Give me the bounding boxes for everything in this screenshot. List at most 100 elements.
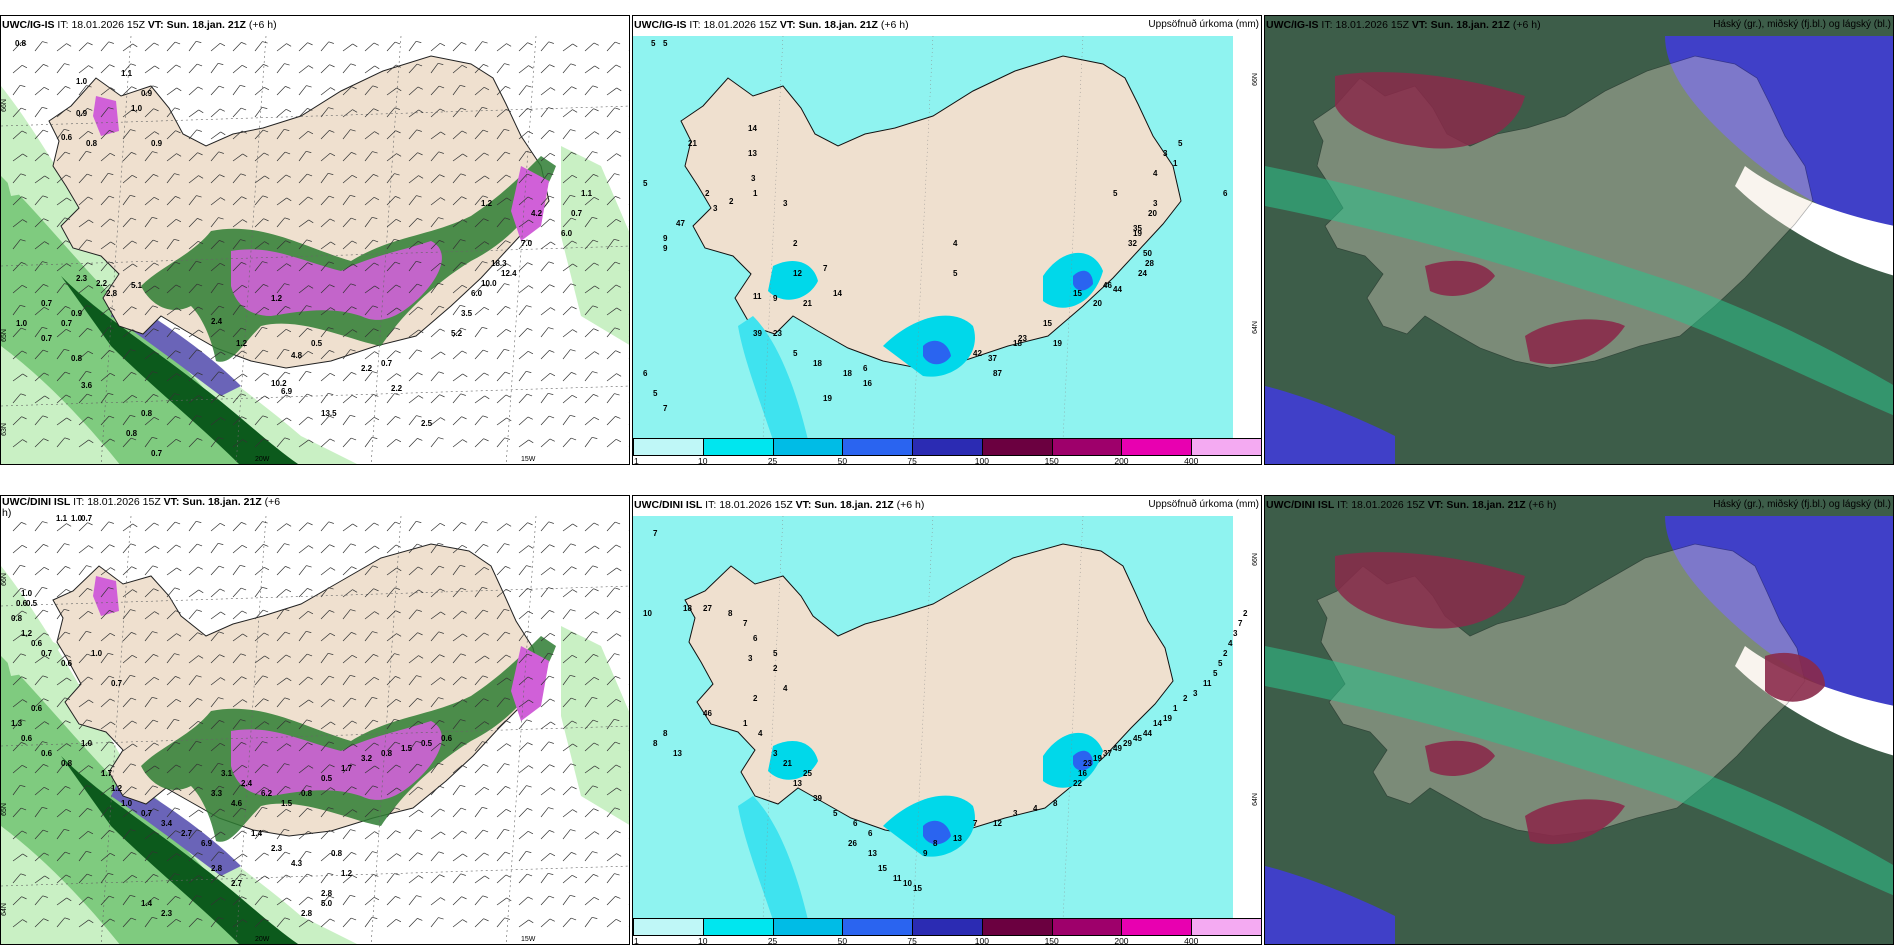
wind-barb — [430, 565, 445, 576]
wind-barb — [628, 63, 629, 74]
wind-barb — [56, 631, 71, 642]
precip-heavy — [231, 241, 442, 320]
value-label: 1.5 — [281, 799, 293, 808]
wind-barb — [254, 544, 269, 554]
wind-barb — [276, 63, 290, 74]
wind-barb — [364, 239, 379, 250]
wind-barb — [518, 130, 534, 140]
wind-barb — [584, 785, 598, 796]
wind-barb — [12, 196, 27, 206]
wind-barb — [144, 676, 160, 686]
wind-barb — [298, 742, 313, 752]
wind-barb — [452, 742, 467, 752]
wind-barb — [584, 131, 600, 140]
wind-barb — [12, 350, 27, 360]
value-label: 12 — [993, 819, 1002, 828]
value-label: 1.0 — [21, 589, 33, 598]
wind-barb — [474, 86, 490, 96]
wind-barb — [254, 764, 269, 774]
value-label: 21 — [783, 759, 792, 768]
wind-barb — [276, 437, 290, 448]
wind-barb — [232, 439, 248, 448]
wind-barb — [540, 307, 556, 316]
value-label: 3 — [1233, 629, 1238, 638]
wind-barb — [342, 632, 357, 642]
wind-barb — [56, 174, 71, 184]
wind-barb — [56, 523, 72, 532]
wind-barb — [628, 875, 629, 884]
value-label: 0.8 — [141, 409, 153, 418]
wind-barb — [408, 740, 422, 752]
wind-barb — [100, 438, 115, 448]
wind-barb — [452, 676, 467, 686]
grid-line — [1, 245, 629, 267]
wind-barb — [188, 675, 202, 686]
value-label: 2.2 — [361, 364, 373, 373]
wind-barb — [496, 197, 512, 206]
wind-barb — [12, 719, 26, 730]
colorbar-tick: 10 — [698, 936, 708, 945]
wind-barb — [474, 764, 489, 774]
wind-barb — [562, 152, 577, 162]
wind-barb — [78, 350, 94, 360]
vt-value: Sun. 18.jan. 21Z — [182, 496, 262, 508]
wind-barb — [78, 873, 93, 884]
wind-barb — [210, 542, 224, 554]
wind-barb — [606, 41, 621, 52]
wind-barb — [408, 86, 423, 96]
wind-barb — [34, 175, 50, 184]
map-dini-cloud-cover — [1265, 496, 1893, 944]
wind-barb — [496, 763, 510, 774]
value-label: 42 — [973, 349, 982, 358]
wind-barb — [298, 328, 313, 338]
value-label: 13 — [793, 779, 802, 788]
wind-barb — [210, 831, 226, 840]
wind-barb — [232, 219, 248, 228]
value-label: 0.7 — [111, 679, 123, 688]
wind-barb — [78, 850, 92, 862]
colorbar-tick: 50 — [837, 456, 848, 465]
high-cloud — [1425, 260, 1495, 296]
wind-barb — [342, 609, 356, 620]
wind-barb — [12, 873, 26, 884]
wind-barb — [276, 677, 292, 686]
wind-barb — [166, 896, 181, 906]
value-label: 3 — [748, 654, 753, 663]
value-label: 5.1 — [131, 281, 143, 290]
wind-barb — [496, 217, 510, 228]
wind-barb — [518, 830, 534, 840]
value-label: 2.8 — [211, 864, 223, 873]
wind-barb — [188, 875, 204, 884]
wind-barb — [12, 830, 27, 840]
wind-barb — [210, 437, 224, 448]
wind-barb — [606, 676, 621, 686]
wind-barb — [518, 610, 534, 620]
wind-barb — [540, 544, 555, 554]
value-label: 1.0 — [121, 799, 133, 808]
wind-barb — [430, 305, 445, 316]
wind-barb — [540, 172, 554, 184]
wind-barb — [408, 763, 423, 774]
wind-barb — [496, 371, 511, 382]
wind-barb — [12, 544, 28, 554]
wind-barb — [540, 807, 554, 818]
value-label: 1.2 — [481, 199, 493, 208]
wind-barb — [144, 394, 159, 404]
value-label: 2 — [705, 189, 710, 198]
wind-barb — [386, 261, 401, 272]
wind-barb — [122, 697, 137, 708]
wind-barb — [452, 544, 468, 554]
wind-barb — [452, 130, 467, 140]
wind-barb — [166, 196, 181, 206]
wind-barb — [188, 918, 203, 928]
value-label: 2.2 — [96, 279, 108, 288]
wind-barb — [628, 829, 629, 840]
wind-barb — [144, 631, 158, 642]
wind-barb — [254, 349, 269, 360]
wind-barb — [254, 829, 269, 840]
wind-barb — [298, 896, 313, 906]
wind-barb — [562, 566, 577, 576]
wind-barb — [12, 239, 26, 250]
wind-barb — [210, 262, 226, 272]
